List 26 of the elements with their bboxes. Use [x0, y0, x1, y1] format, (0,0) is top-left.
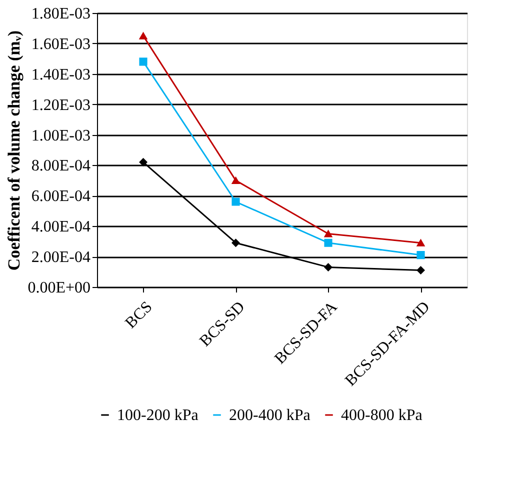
- point: [324, 230, 332, 238]
- point: [139, 158, 148, 166]
- point: [139, 32, 148, 40]
- y-tick-label: 1.80E-03: [31, 6, 90, 22]
- y-tick-label: 6.00E-04: [31, 188, 90, 206]
- y-tick-label: 1.40E-03: [31, 66, 90, 84]
- point: [416, 239, 425, 246]
- point: [416, 266, 425, 274]
- y-axis-title: Coefficent of volume change (mᵥ): [4, 30, 24, 271]
- point: [139, 58, 148, 66]
- point: [232, 198, 240, 206]
- legend-label: 400-800 kPa: [341, 407, 422, 424]
- point: [232, 176, 240, 184]
- y-tick-label: 1.00E-03: [31, 127, 90, 144]
- legend-label: 100-200 kPa: [117, 407, 198, 424]
- legend-label: 200-400 kPa: [229, 407, 310, 424]
- point: [324, 238, 332, 247]
- point: [416, 250, 425, 260]
- y-tick-label: 2.00E-04: [31, 249, 90, 266]
- y-tick-label: 4.00E-04: [31, 218, 90, 236]
- y-tick-label: 1.20E-03: [31, 96, 90, 114]
- point: [324, 263, 332, 272]
- point: [232, 238, 240, 247]
- y-tick-label: 8.00E-04: [31, 158, 90, 175]
- y-tick-label: 1.60E-03: [31, 36, 90, 53]
- y-tick-label: 0.00E+00: [28, 280, 90, 296]
